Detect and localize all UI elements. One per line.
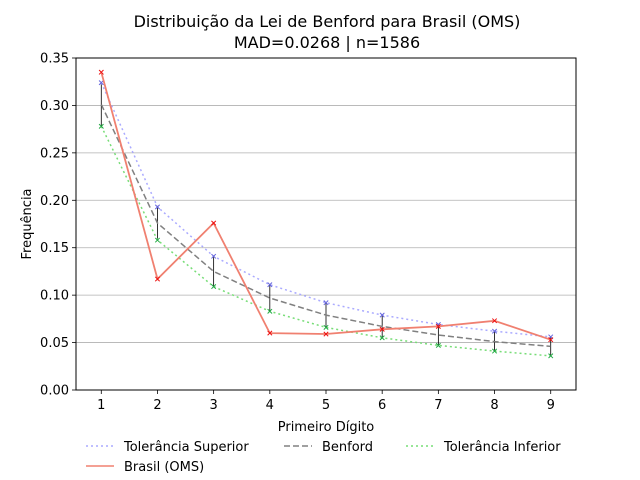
x-tick-label: 1 — [97, 398, 105, 413]
data-point-marker — [323, 300, 329, 306]
data-point-marker — [548, 337, 554, 343]
x-tick-label: 6 — [378, 398, 386, 413]
data-point-marker — [98, 69, 104, 75]
y-axis-label: Frequência — [20, 188, 35, 259]
data-point-marker — [491, 318, 498, 324]
data-point-marker — [267, 308, 273, 314]
chart-title: Distribuição da Lei de Benford para Bras… — [134, 12, 521, 31]
legend: Tolerância Superior Benford Tolerância Inf… — [86, 440, 561, 475]
y-tick-label: 0.10 — [40, 289, 69, 304]
data-point-marker — [211, 284, 217, 290]
y-tick-label: 0.00 — [40, 384, 69, 399]
grid-lines — [76, 105, 576, 343]
upper-tolerance-line — [100, 82, 551, 338]
data-point-marker — [379, 335, 385, 341]
data-point-marker — [379, 312, 385, 318]
legend-label: Brasil (OMS) — [124, 460, 204, 475]
data-point-marker — [491, 328, 498, 334]
x-tick-label: 7 — [434, 398, 442, 413]
chart-subtitle: MAD=0.0268 | n=1586 — [234, 33, 420, 52]
series-lines — [98, 69, 554, 359]
legend-label: Benford — [322, 440, 373, 455]
data-point-marker — [323, 324, 329, 330]
x-tick-label: 5 — [322, 398, 330, 413]
y-tick-label: 0.20 — [40, 194, 69, 209]
legend-label: Tolerância Inferior — [443, 440, 561, 455]
plot-area — [75, 57, 577, 391]
data-point-marker — [379, 326, 385, 332]
brasil-oms-line — [100, 71, 551, 341]
y-tick-label: 0.35 — [40, 52, 69, 67]
data-point-marker — [98, 80, 104, 86]
data-point-marker — [491, 348, 498, 354]
data-point-marker — [548, 353, 554, 359]
data-point-marker — [323, 331, 329, 337]
x-tick-label: 9 — [547, 398, 555, 413]
y-tick-label: 0.05 — [40, 336, 69, 351]
data-point-marker — [267, 330, 273, 336]
x-tick-label: 2 — [153, 398, 161, 413]
data-point-marker — [98, 123, 104, 129]
y-tick-label: 0.25 — [40, 146, 69, 161]
data-point-marker — [435, 323, 441, 329]
axis-ticks: 0.00 0.05 0.10 0.15 0.20 0.25 0.30 0.35 1 2 3 4 5 6 7 8… — [40, 52, 555, 414]
x-tick-label: 3 — [209, 398, 217, 413]
y-tick-label: 0.15 — [40, 241, 69, 256]
y-tick-label: 0.30 — [40, 99, 69, 114]
x-tick-label: 8 — [490, 398, 498, 413]
legend-label: Tolerância Superior — [123, 440, 249, 455]
data-point-marker — [267, 282, 273, 288]
data-point-marker — [211, 253, 217, 259]
benford-line — [100, 104, 551, 348]
data-point-marker — [154, 276, 161, 282]
data-point-marker — [154, 237, 161, 243]
data-point-marker — [435, 342, 441, 348]
lower-tolerance-line — [100, 125, 551, 357]
data-point-marker — [154, 204, 161, 210]
x-tick-label: 4 — [266, 398, 274, 413]
x-axis-label: Primeiro Dígito — [278, 420, 375, 435]
data-point-marker — [211, 220, 217, 226]
